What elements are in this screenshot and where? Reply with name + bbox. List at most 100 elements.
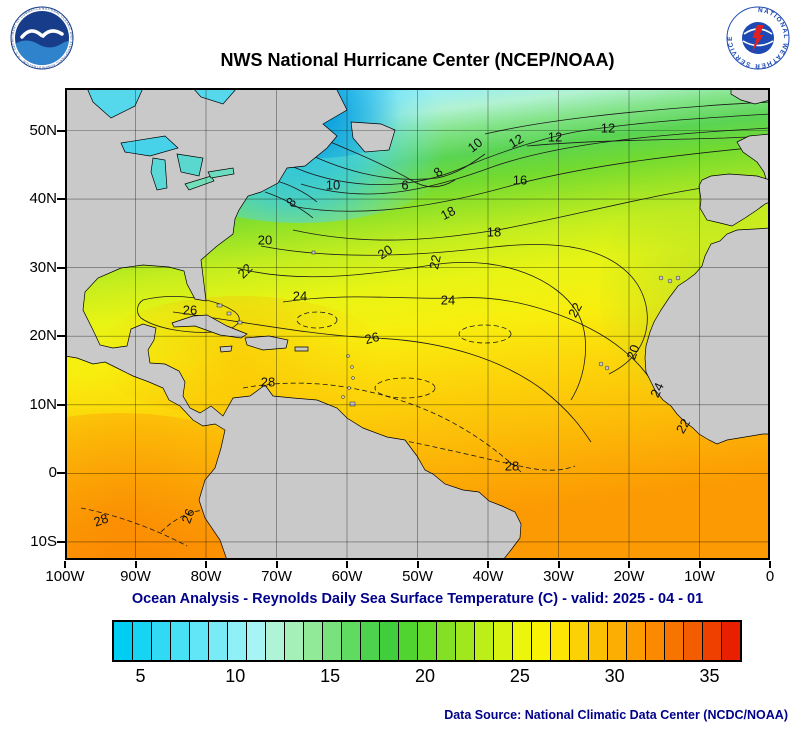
- lon-axis-label: 0: [765, 568, 775, 585]
- lat-axis-label: 50N: [29, 121, 57, 139]
- lon-axis-label: 80W: [190, 568, 222, 585]
- colorbar-cell: [209, 622, 228, 660]
- colorbar-cell: [323, 622, 342, 660]
- map-svg: [0, 63, 800, 633]
- lon-tick: [628, 561, 630, 568]
- colorbar: [112, 620, 742, 662]
- colorbar-cell: [494, 622, 513, 660]
- lat-tick: [57, 129, 65, 132]
- lake-michigan: [150, 157, 168, 191]
- lon-axis-label: 100W: [45, 568, 85, 585]
- colorbar-tick-label: 25: [509, 666, 530, 686]
- colorbar-cell: [266, 622, 285, 660]
- colorbar-tick-label: 10: [225, 666, 246, 686]
- lat-axis-label: 0: [48, 464, 57, 482]
- colorbar-cell: [456, 622, 475, 660]
- colorbar-cell: [247, 622, 266, 660]
- colorbar-cell: [722, 622, 740, 660]
- americas-landmass: [64, 87, 522, 561]
- colorbar-cell: [627, 622, 646, 660]
- lat-axis-label: 40N: [29, 190, 57, 208]
- lat-tick: [57, 403, 65, 406]
- lon-axis-label: 30W: [543, 568, 574, 585]
- small-islands: [216, 250, 681, 407]
- graticule: [65, 88, 770, 560]
- page-title: NWS National Hurricane Center (NCEP/NOAA…: [220, 50, 615, 70]
- lon-axis-label: 40W: [472, 568, 504, 585]
- noaa-logo: NATIONAL OCEANIC AND ATMOSPHERIC ADMINIS…: [10, 6, 74, 70]
- colorbar-cell: [532, 622, 551, 660]
- data-source: Data Source: National Climatic Data Cent…: [444, 708, 788, 722]
- colorbar-cell: [228, 622, 247, 660]
- lat-axis-label: 10S: [30, 532, 57, 550]
- colorbar-tick-label: 15: [320, 666, 341, 686]
- colorbar-cell: [551, 622, 570, 660]
- lat-axis-label: 30N: [29, 258, 57, 276]
- newfoundland-island: [350, 121, 396, 153]
- colorbar-cell: [171, 622, 190, 660]
- iberia: [698, 173, 771, 227]
- lon-axis-label: 70W: [261, 568, 292, 585]
- colorbar-cell: [475, 622, 494, 660]
- colorbar-tick-label: 30: [604, 666, 625, 686]
- colorbar-cell: [513, 622, 532, 660]
- lat-tick: [57, 540, 65, 543]
- lat-axis-label: 20N: [29, 327, 57, 345]
- lat-axis-label: 10N: [29, 395, 57, 413]
- colorbar-cell: [684, 622, 703, 660]
- lake-erie: [184, 175, 215, 191]
- colorbar-cell: [380, 622, 399, 660]
- lon-tick: [275, 561, 278, 568]
- colorbar-cell: [646, 622, 665, 660]
- colorbar-cell: [285, 622, 304, 660]
- colorbar-cell: [342, 622, 361, 660]
- colorbar-cell: [304, 622, 323, 660]
- lon-axis-label: 20W: [613, 568, 645, 585]
- colorbar-cell: [703, 622, 722, 660]
- colorbar-tick-label: 35: [699, 666, 720, 686]
- lat-tick: [57, 198, 65, 201]
- colorbar-cell: [114, 622, 133, 660]
- lon-tick: [134, 561, 137, 568]
- lat-tick: [57, 472, 65, 475]
- lon-tick: [64, 561, 66, 568]
- lon-axis-label: 60W: [331, 568, 363, 585]
- map-caption: Ocean Analysis - Reynolds Daily Sea Surf…: [131, 591, 704, 607]
- colorbar-cell: [570, 622, 589, 660]
- colorbar-cell: [399, 622, 418, 660]
- sst-map: 10 6 8 8 10 12 12 12 16 18 18 20 20 22 22 24 24 26 26 22 20 2…: [0, 63, 800, 633]
- lon-tick: [205, 561, 207, 568]
- lon-axis-label: 10W: [684, 568, 715, 585]
- colorbar-ticks: 5 10 15 20 25 30 35: [112, 666, 738, 690]
- nws-logo: NATIONAL WEATHER SERVICE: [726, 6, 790, 70]
- colorbar-cell: [133, 622, 152, 660]
- colorbar-cell: [190, 622, 209, 660]
- noaa-seagull-icon: [20, 29, 64, 39]
- map-border: [65, 88, 770, 560]
- colorbar-tick-label: 5: [135, 666, 146, 686]
- lon-tick: [487, 561, 489, 568]
- lake-huron: [176, 153, 204, 177]
- colorbar-cell: [608, 622, 627, 660]
- puerto-rico-island: [294, 346, 309, 352]
- lat-tick: [57, 335, 65, 338]
- colorbar-cell: [589, 622, 608, 660]
- lake-ontario: [207, 167, 235, 179]
- lon-axis-label: 90W: [120, 568, 151, 585]
- nws-lightning-icon: [752, 25, 764, 52]
- lon-tick: [346, 561, 348, 568]
- lon-tick: [557, 561, 560, 568]
- colorbar-cell: [361, 622, 380, 660]
- lat-tick: [57, 266, 65, 269]
- lon-tick: [698, 561, 701, 568]
- colorbar-cell: [418, 622, 437, 660]
- colorbar-cell: [437, 622, 456, 660]
- lon-axis-label: 50W: [402, 568, 433, 585]
- colorbar-tick-label: 20: [414, 666, 436, 686]
- jamaica-island: [219, 345, 233, 353]
- colorbar-cell: [665, 622, 684, 660]
- lon-tick: [416, 561, 419, 568]
- lon-tick: [769, 561, 771, 568]
- colorbar-cell: [152, 622, 171, 660]
